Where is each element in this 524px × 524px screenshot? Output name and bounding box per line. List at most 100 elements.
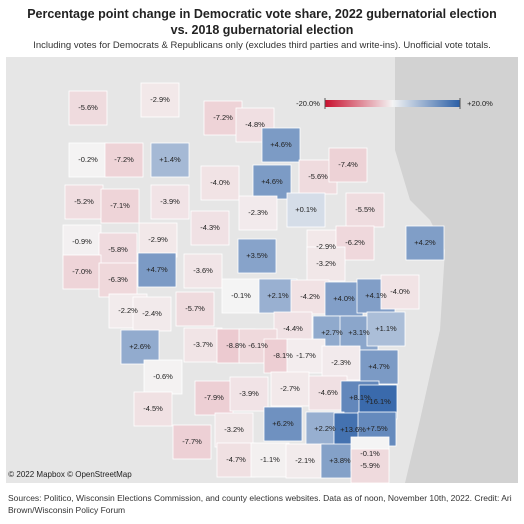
- county-label: +3.5%: [246, 251, 268, 260]
- county: [345, 192, 385, 228]
- county-label: -0.1%: [231, 291, 251, 300]
- county: [321, 345, 361, 381]
- county: [286, 192, 326, 228]
- legend-max-label: +20.0%: [467, 99, 493, 108]
- county-label: -4.6%: [318, 388, 338, 397]
- county: [104, 142, 144, 178]
- county-label: -7.4%: [338, 160, 358, 169]
- legend-min-label: -20.0%: [296, 99, 320, 108]
- title: Percentage point change in Democratic vo…: [27, 7, 497, 37]
- county-label: -1.7%: [296, 351, 316, 360]
- county-label: -4.0%: [210, 178, 230, 187]
- county: [306, 246, 346, 282]
- county: [140, 82, 180, 118]
- county: [229, 376, 269, 412]
- county: [328, 147, 368, 183]
- county: [350, 448, 390, 484]
- county-label: +4.0%: [333, 294, 355, 303]
- county: [200, 165, 240, 201]
- county: [221, 278, 261, 314]
- county: [214, 412, 254, 448]
- county: [183, 253, 223, 289]
- county-label: -5.6%: [308, 172, 328, 181]
- county-label: -2.4%: [142, 309, 162, 318]
- county-label: -5.6%: [78, 103, 98, 112]
- legend-bar: [325, 100, 460, 107]
- county-label: -7.2%: [114, 155, 134, 164]
- county: [261, 127, 301, 163]
- county-label: +1.4%: [159, 155, 181, 164]
- county-label: +7.5%: [366, 424, 388, 433]
- county-label: -5.8%: [108, 245, 128, 254]
- county-label: -0.9%: [72, 237, 92, 246]
- county: [183, 327, 223, 363]
- county-label: -6.2%: [345, 238, 365, 247]
- county: [366, 311, 406, 347]
- county: [100, 188, 140, 224]
- county: [62, 254, 102, 290]
- county-label: -7.9%: [204, 393, 224, 402]
- county-label: +2.1%: [267, 291, 289, 300]
- county-label: -2.7%: [280, 384, 300, 393]
- county: [380, 274, 420, 310]
- county-label: -4.8%: [245, 120, 265, 129]
- county: [143, 359, 183, 395]
- county-label: -6.3%: [108, 275, 128, 284]
- county-label: +3.8%: [329, 456, 351, 465]
- county-label: +13.6%: [340, 425, 366, 434]
- county-label: -4.0%: [390, 287, 410, 296]
- county-label: +1.1%: [375, 324, 397, 333]
- county: [137, 252, 177, 288]
- county: [172, 424, 212, 460]
- county-label: +4.2%: [414, 238, 436, 247]
- county: [238, 195, 278, 231]
- county: [263, 406, 303, 442]
- county-label: -0.1%: [360, 449, 380, 458]
- county-label: -2.2%: [118, 306, 138, 315]
- county-label: -3.7%: [193, 340, 213, 349]
- county: [150, 142, 190, 178]
- county: [98, 232, 138, 268]
- county: [98, 262, 138, 298]
- county-label: -4.5%: [143, 404, 163, 413]
- county-label: -4.3%: [200, 223, 220, 232]
- county: [132, 296, 172, 332]
- county-label: +0.1%: [295, 205, 317, 214]
- county-label: -5.7%: [185, 304, 205, 313]
- county-label: -2.3%: [331, 358, 351, 367]
- county-label: -3.9%: [239, 389, 259, 398]
- county-label: -2.9%: [150, 95, 170, 104]
- county-label: -5.5%: [355, 205, 375, 214]
- county-label: -7.7%: [182, 437, 202, 446]
- county-label: +4.7%: [368, 362, 390, 371]
- footer: Sources: Politico, Wisconsin Elections C…: [8, 493, 512, 515]
- county-label: -4.2%: [300, 292, 320, 301]
- lake: [395, 57, 518, 483]
- county-label: -8.1%: [273, 351, 293, 360]
- county-label: +2.7%: [321, 328, 343, 337]
- county: [359, 349, 399, 385]
- county-label: -8.8%: [226, 341, 246, 350]
- county: [64, 184, 104, 220]
- county-label: +4.1%: [365, 291, 387, 300]
- county-label: -3.2%: [316, 259, 336, 268]
- county-label: -3.2%: [224, 425, 244, 434]
- attribution: © 2022 Mapbox © OpenStreetMap: [8, 470, 132, 479]
- county: [62, 224, 102, 260]
- county-label: +8.1%: [349, 393, 371, 402]
- county: [190, 210, 230, 246]
- county-label: -0.6%: [153, 372, 173, 381]
- subtitle: Including votes for Democrats & Republic…: [33, 40, 491, 51]
- county-label: -7.1%: [110, 201, 130, 210]
- county: [252, 164, 292, 200]
- county-label: +4.6%: [270, 140, 292, 149]
- county-label: +4.6%: [261, 177, 283, 186]
- county-label: -3.9%: [160, 197, 180, 206]
- county-label: -4.7%: [226, 455, 246, 464]
- county: [150, 184, 190, 220]
- county-label: -0.2%: [78, 155, 98, 164]
- county: [133, 391, 173, 427]
- county-label: -7.0%: [72, 267, 92, 276]
